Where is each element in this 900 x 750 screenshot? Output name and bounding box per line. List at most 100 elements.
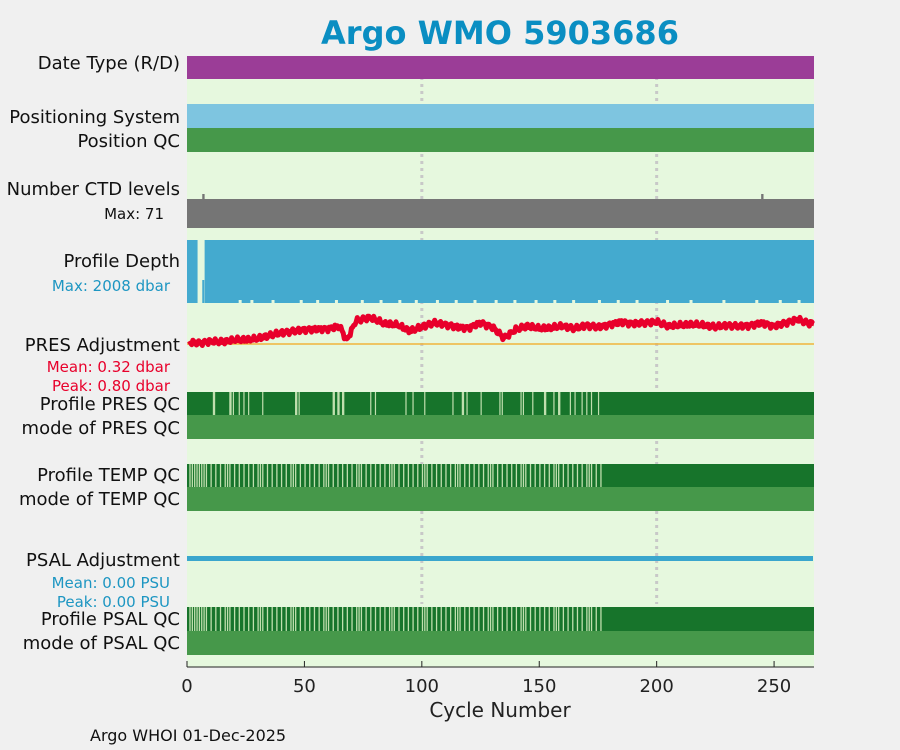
temp-qc-band-41	[346, 464, 348, 487]
psal-qc-band-91	[553, 607, 555, 631]
temp-qc-band-58	[417, 464, 419, 487]
pres-qc-band-32	[586, 392, 588, 415]
temp-qc-band-67	[454, 464, 456, 487]
temp-qc-band-75	[487, 464, 489, 487]
psal-qc-band-16	[243, 607, 245, 631]
temp-qc-band-17	[248, 464, 250, 487]
psal-qc-band-99	[586, 607, 588, 631]
pres-qc-band-33	[590, 392, 593, 415]
depth-notch-7	[379, 300, 383, 303]
temp-qc-band-4	[198, 464, 201, 487]
mode-psal-qc-strip	[187, 631, 814, 655]
temp-qc-band-38	[332, 464, 334, 487]
temp-qc-band-5	[201, 464, 203, 487]
temp-qc-band-51	[388, 464, 391, 487]
temp-qc-band-92	[555, 464, 557, 487]
pres-qc-band-5	[248, 392, 250, 415]
pres-qc-band-0	[212, 392, 216, 415]
psal-qc-band-35	[323, 607, 325, 631]
psal-adjustment-line	[187, 556, 813, 561]
profile-temp-qc-strip	[187, 464, 814, 487]
psal-qc-band-21	[262, 607, 264, 631]
psal-qc-band-61	[426, 607, 428, 631]
psal-qc-band-57	[412, 607, 414, 631]
psal-qc-band-36	[325, 607, 327, 631]
temp-qc-band-16	[243, 464, 245, 487]
psal-qc-band-67	[454, 607, 456, 631]
x-tick-label-150: 150	[522, 676, 556, 697]
depth-notch-22	[689, 300, 693, 303]
temp-qc-band-10	[219, 464, 222, 487]
temp-qc-band-80	[506, 464, 508, 487]
temp-qc-band-37	[327, 464, 330, 487]
temp-qc-band-49	[379, 464, 381, 487]
temp-qc-band-39	[337, 464, 339, 487]
temp-qc-band-82	[515, 464, 518, 487]
x-tick-label-200: 200	[639, 676, 673, 697]
temp-qc-band-99	[586, 464, 588, 487]
psal-qc-band-87	[534, 607, 536, 631]
x-axis-label: Cycle Number	[429, 698, 571, 722]
psal-qc-band-4	[198, 607, 201, 631]
temp-qc-band-83	[520, 464, 522, 487]
psal-qc-band-78	[496, 607, 499, 631]
ctd-levels-max-label: Max: 71	[104, 205, 164, 223]
psal-qc-band-1	[191, 607, 193, 631]
pres-qc-band-7	[295, 392, 298, 415]
temp-qc-band-24	[276, 464, 278, 487]
temp-qc-band-9	[215, 464, 217, 487]
psal-qc-band-89	[543, 607, 546, 631]
psal-qc-band-29	[295, 607, 297, 631]
psal-qc-band-20	[259, 607, 262, 631]
temp-qc-band-91	[553, 464, 555, 487]
pres-qc-band-18	[461, 392, 465, 415]
psal-qc-band-7	[205, 607, 208, 631]
temp-qc-band-7	[205, 464, 208, 487]
pres-qc-band-15	[412, 392, 414, 415]
psal-qc-band-40	[341, 607, 344, 631]
depth-notch-23	[722, 300, 726, 303]
psal-qc-band-58	[417, 607, 419, 631]
temp-qc-band-93	[558, 464, 560, 487]
temp-qc-band-22	[266, 464, 269, 487]
pres-qc-band-1	[229, 392, 232, 415]
pres-qc-band-4	[243, 392, 245, 415]
depth-notch-12	[473, 300, 477, 303]
depth-notch-20	[635, 300, 639, 303]
temp-qc-band-45	[360, 464, 363, 487]
psal-qc-band-14	[233, 607, 236, 631]
depth-notch-17	[572, 300, 576, 303]
psal-qc-band-6	[203, 607, 205, 631]
temp-qc-band-94	[562, 464, 565, 487]
pres-qc-band-31	[581, 392, 583, 415]
temp-qc-band-6	[203, 464, 205, 487]
depth-notch-24	[755, 300, 759, 303]
psal-qc-band-92	[555, 607, 557, 631]
pres-qc-band-17	[452, 392, 454, 415]
psal-qc-band-10	[219, 607, 222, 631]
temp-qc-band-1	[191, 464, 193, 487]
psal-qc-band-3	[196, 607, 198, 631]
ctd-levels-label: Number CTD levels	[7, 179, 180, 200]
temp-qc-band-77	[492, 464, 494, 487]
depth-short-profile	[202, 280, 205, 303]
psal-adjustment-label: PSAL Adjustment	[26, 550, 180, 571]
psal-qc-band-60	[424, 607, 426, 631]
pres-qc-band-11	[341, 392, 345, 415]
pres-qc-band-25	[532, 392, 534, 415]
temp-qc-band-46	[365, 464, 367, 487]
temp-qc-band-36	[325, 464, 327, 487]
pres-qc-band-16	[424, 392, 426, 415]
pres-mean-label: Mean: 0.32 dbar	[47, 358, 171, 376]
pres-qc-band-27	[553, 392, 555, 415]
position-qc-label: Position QC	[77, 131, 180, 152]
mode-psal-qc-label: mode of PSAL QC	[23, 633, 180, 654]
pres-qc-band-30	[574, 392, 576, 415]
temp-qc-band-29	[295, 464, 297, 487]
x-tick-label-0: 0	[181, 676, 192, 697]
depth-gap	[197, 240, 205, 303]
temp-qc-band-52	[391, 464, 393, 487]
temp-qc-band-34	[318, 464, 320, 487]
plot-background	[187, 56, 814, 667]
psal-qc-band-8	[210, 607, 212, 631]
